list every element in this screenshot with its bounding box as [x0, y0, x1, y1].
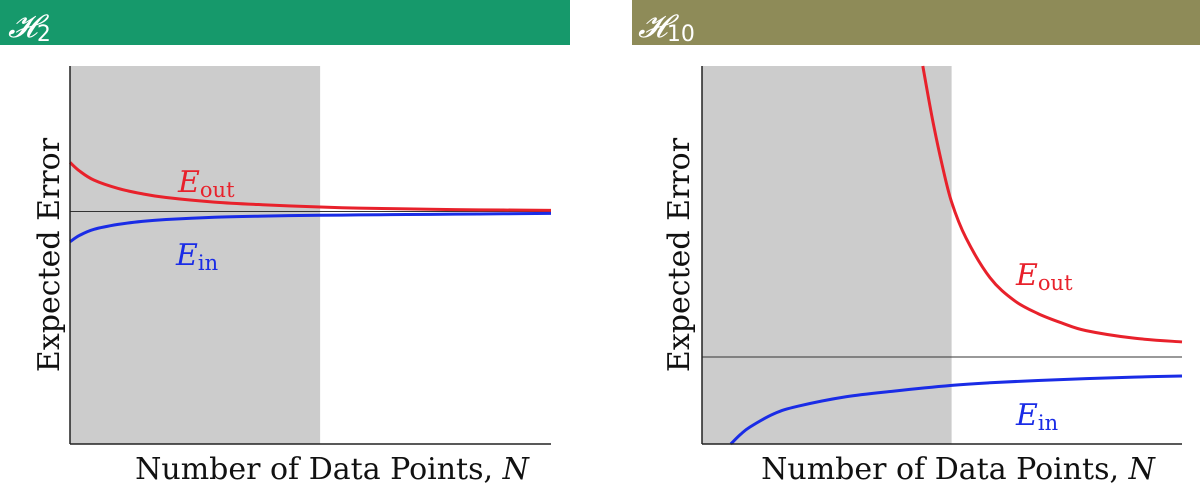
panel-header-h10	[632, 0, 1200, 45]
series-line-e-out-h2	[68, 161, 552, 212]
y-axis-label-h10: Expected Error	[662, 137, 697, 372]
series-label-e-in-h10: Ein	[1015, 398, 1058, 435]
panel-label-sub: 2	[37, 22, 51, 47]
shaded-region-h2	[70, 66, 321, 444]
series-label-e-out-h2: Eout	[177, 165, 235, 202]
series-line-e-in-h2	[69, 211, 552, 244]
x-label-var: N	[502, 452, 531, 487]
y-axis-label-h2: Expected Error	[32, 137, 67, 372]
panel-header-h2	[0, 0, 570, 45]
x-label-text: Number of Data Points,	[135, 452, 502, 487]
panel-h10: 𝓗10 Eout Ein Expected Error Number of Da…	[632, 0, 1200, 487]
panel-h2: 𝓗2 Eout Ein Expected Error Number of Dat…	[0, 0, 570, 487]
x-label-text: Number of Data Points,	[761, 452, 1128, 487]
x-axis-label-h10: Number of Data Points, N	[761, 452, 1156, 487]
series-label-e-in-h2: Ein	[175, 238, 218, 275]
x-axis-label-h2: Number of Data Points, N	[135, 452, 530, 487]
x-label-var: N	[1128, 452, 1157, 487]
series-line-e-out-h10	[921, 65, 1183, 344]
shaded-region-h10	[702, 66, 952, 444]
series-label-e-out-h10: Eout	[1015, 258, 1073, 295]
series-line-e-in-h10	[729, 374, 1183, 446]
panel-label-sub: 10	[667, 22, 695, 47]
